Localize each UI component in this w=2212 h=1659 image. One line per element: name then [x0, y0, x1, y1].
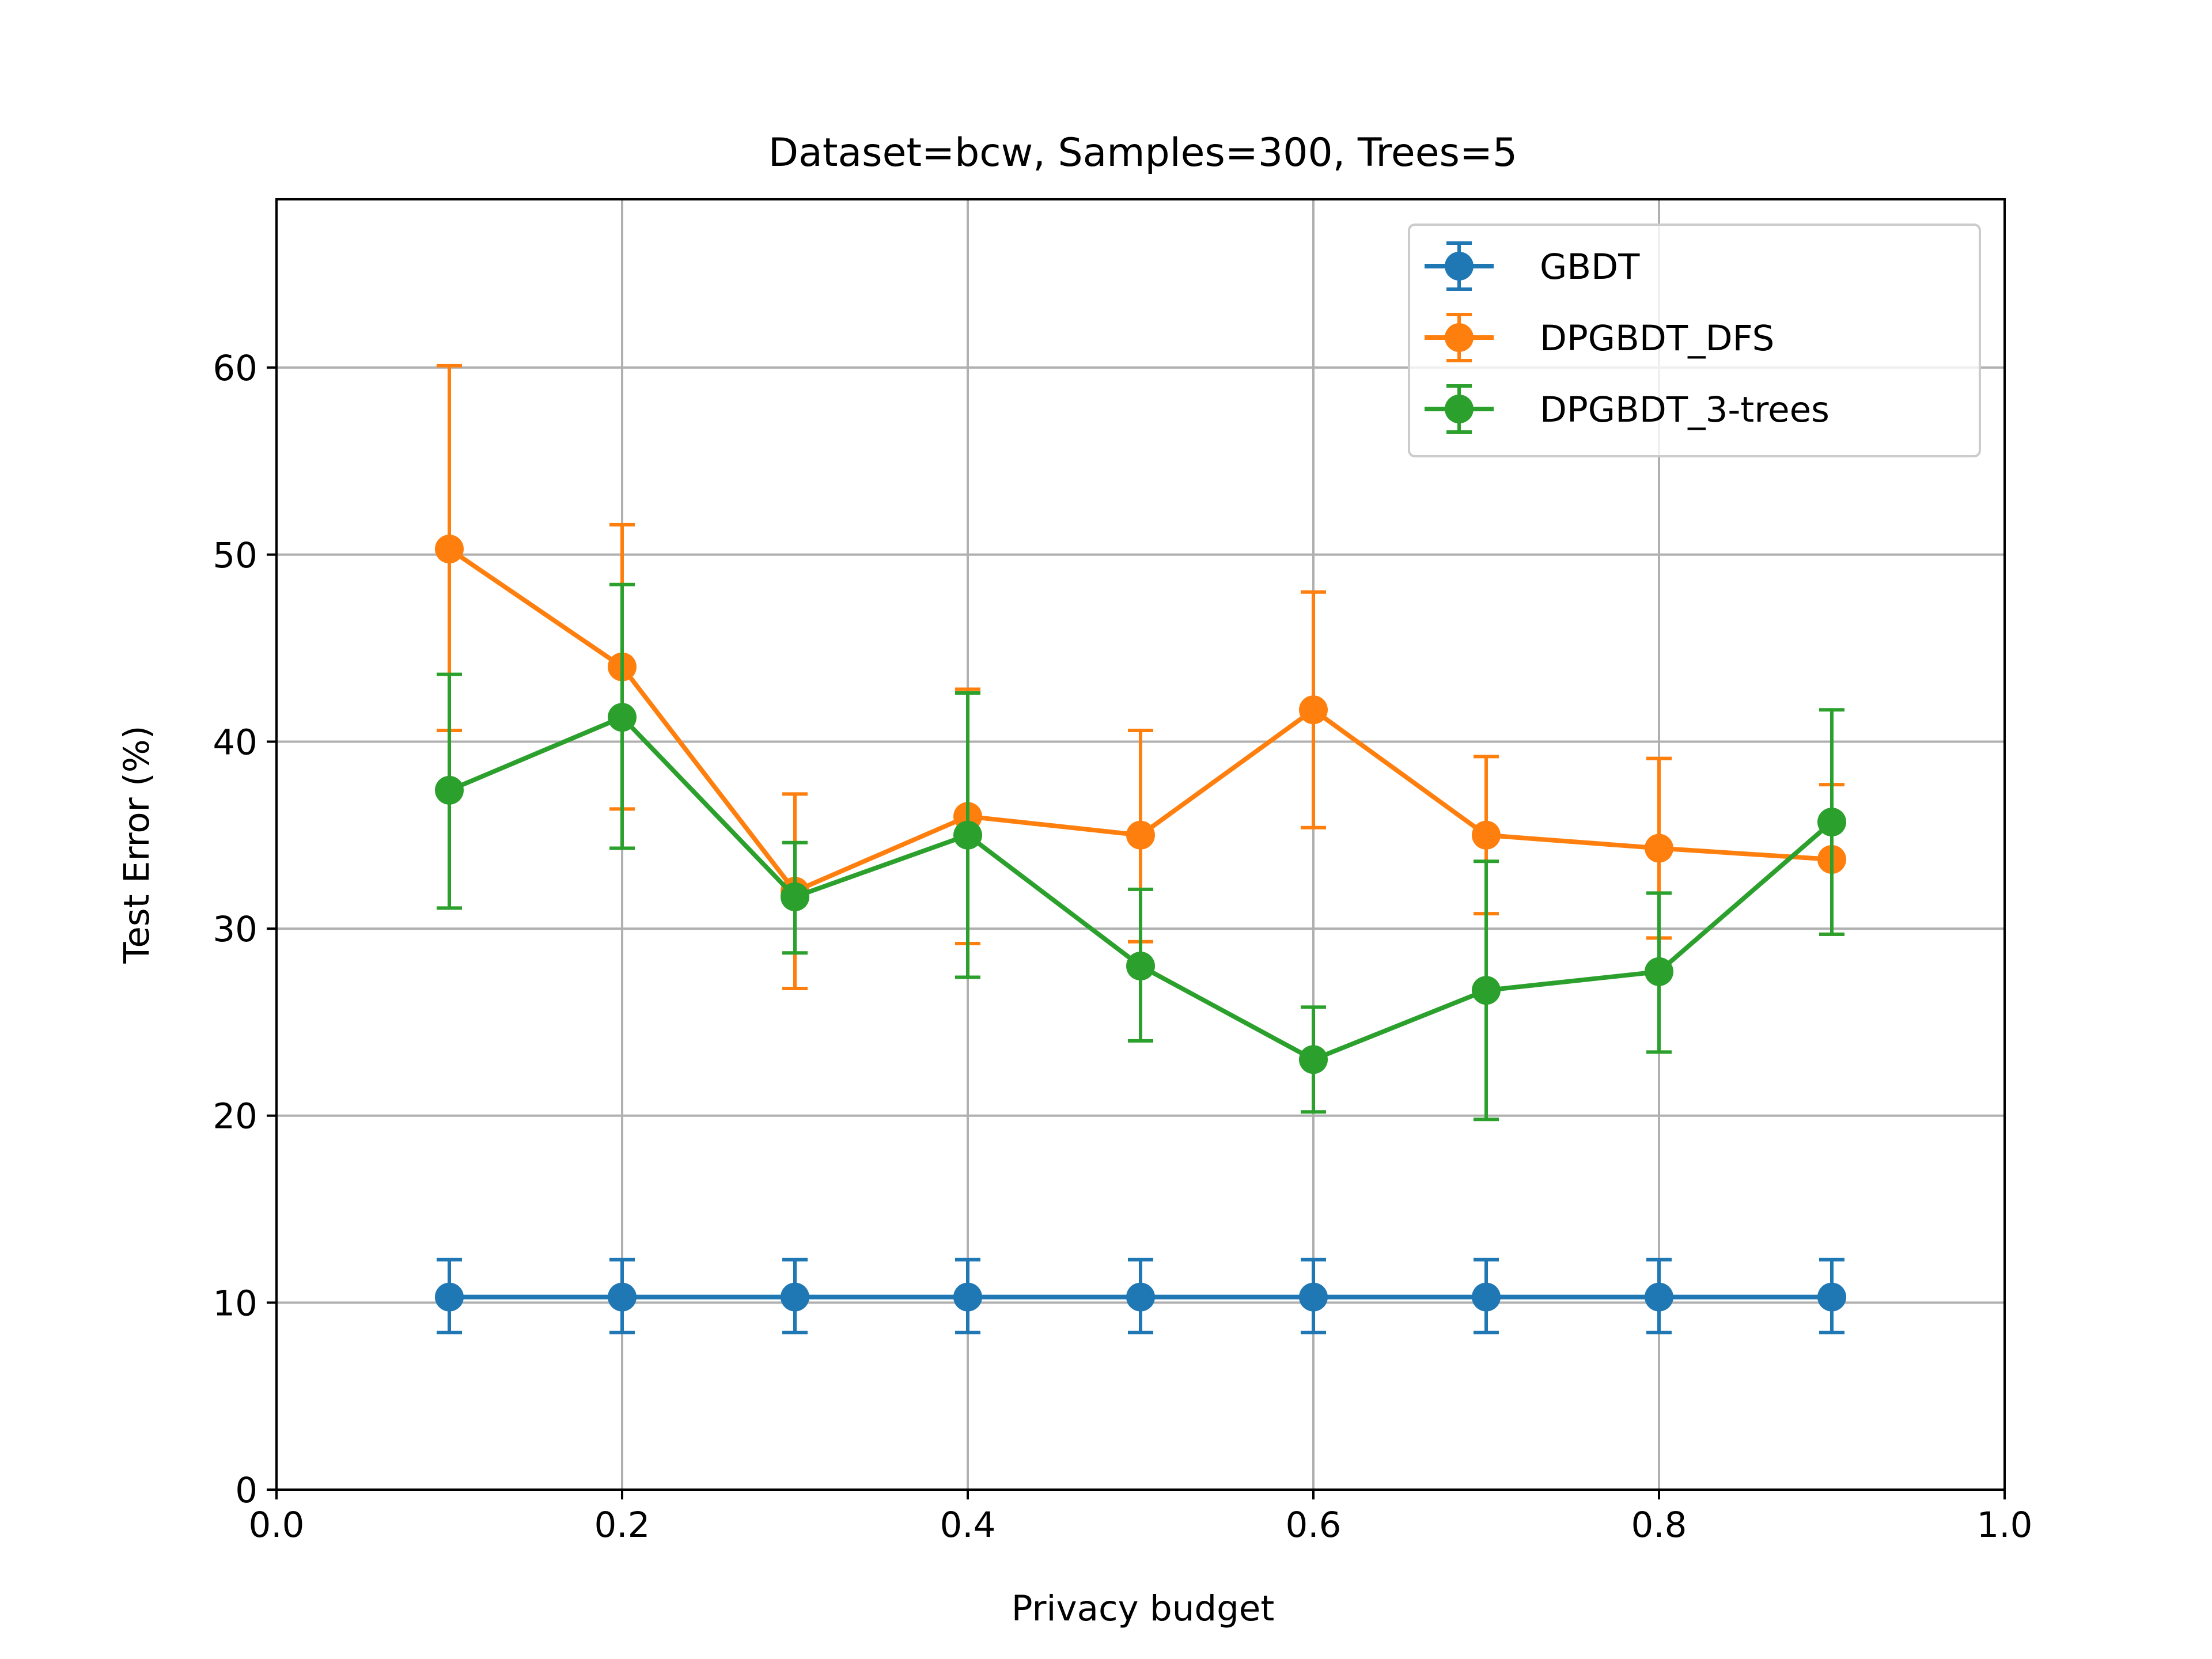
- data-point: [1299, 1045, 1328, 1074]
- x-tick-label: 0.2: [594, 1505, 650, 1546]
- legend-marker: [1445, 395, 1474, 423]
- data-point: [435, 535, 464, 564]
- x-tick-label: 0.8: [1631, 1505, 1687, 1546]
- data-point: [435, 775, 464, 805]
- y-tick-label: 0: [235, 1470, 257, 1511]
- legend-marker: [1445, 252, 1474, 281]
- chart-title: Dataset=bcw, Samples=300, Trees=5: [768, 130, 1517, 176]
- data-point: [1645, 1282, 1673, 1312]
- y-tick-label: 60: [213, 348, 257, 389]
- x-tick-label: 0.0: [248, 1505, 304, 1546]
- data-point: [1472, 820, 1501, 850]
- data-point: [1645, 957, 1673, 986]
- legend-label: GBDT: [1540, 247, 1640, 287]
- y-tick-label: 30: [213, 909, 257, 950]
- data-point: [1126, 952, 1155, 981]
- y-tick-label: 50: [213, 535, 257, 576]
- data-point: [781, 882, 809, 911]
- data-point: [781, 1282, 809, 1312]
- plot-frame: [275, 198, 2006, 1491]
- x-tick-label: 0.6: [1285, 1505, 1341, 1546]
- y-axis: 0 10 20 30 40 50 60: [213, 348, 276, 1511]
- data-point: [1472, 976, 1501, 1005]
- legend-marker: [1445, 323, 1474, 352]
- y-tick-label: 40: [213, 722, 257, 763]
- x-tick-label: 1.0: [1976, 1505, 2032, 1546]
- data-point: [1472, 1282, 1501, 1312]
- y-tick-label: 20: [213, 1096, 257, 1137]
- data-point: [1645, 834, 1673, 863]
- series: [435, 1257, 1846, 1335]
- data-point: [608, 1282, 637, 1312]
- data-point: [1817, 1282, 1846, 1312]
- legend: GBDT DPGBDT_DFS DPGBDT_3-trees: [1408, 224, 1981, 457]
- legend-box: [1408, 224, 1981, 457]
- y-tick-label: 10: [213, 1283, 257, 1324]
- x-axis-label: Privacy budget: [1012, 1588, 1275, 1629]
- data-point: [1817, 808, 1846, 837]
- data-point: [1299, 1282, 1328, 1312]
- data-point: [608, 703, 637, 732]
- legend-label: DPGBDT_DFS: [1540, 318, 1774, 359]
- x-tick-label: 0.4: [940, 1505, 995, 1546]
- x-axis: 0.0 0.2 0.4 0.6 0.8 1.0: [248, 1490, 2033, 1546]
- data-point: [953, 1282, 982, 1312]
- data-point: [435, 1282, 464, 1312]
- data-point: [1299, 695, 1328, 725]
- data-point: [1126, 820, 1155, 850]
- data-point: [953, 820, 982, 850]
- data-point: [1126, 1282, 1155, 1312]
- y-axis-label: Test Error (%): [116, 725, 157, 964]
- series-layer: [435, 363, 1846, 1335]
- legend-label: DPGBDT_3-trees: [1540, 389, 1830, 430]
- series: [435, 582, 1846, 1122]
